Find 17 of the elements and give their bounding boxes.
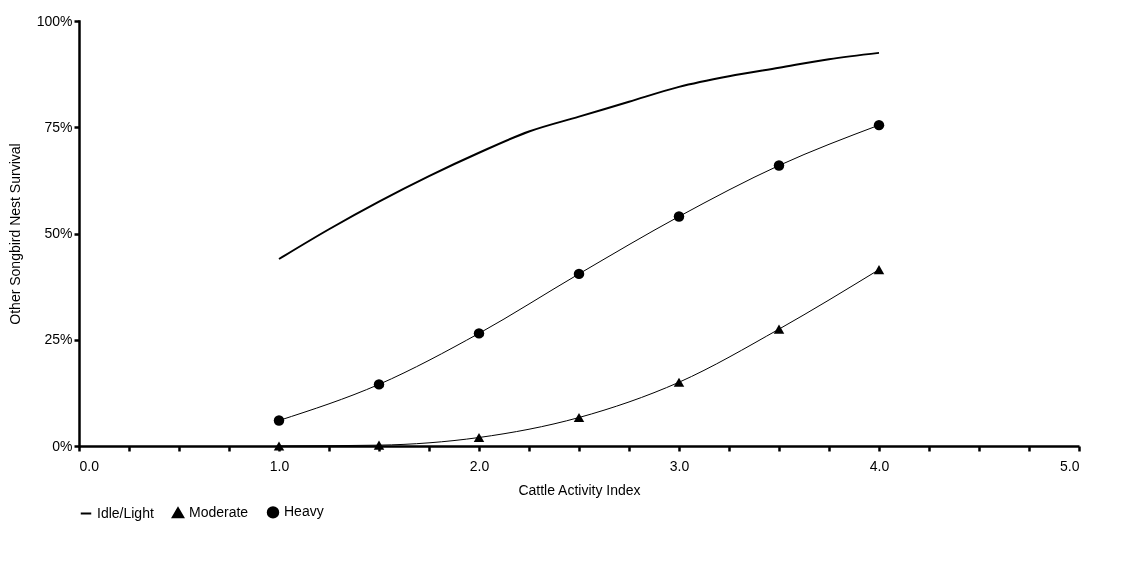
line-series (278, 51, 880, 260)
x-tick-label: 5.0 (1060, 457, 1080, 474)
legend-label: Heavy (284, 503, 324, 520)
legend-label: Moderate (189, 503, 249, 520)
y-tick-label: 0% (52, 437, 73, 454)
x-tick-label: 2.0 (469, 457, 490, 474)
x-tick-label: 1.0 (269, 457, 290, 474)
y-tick-label: 100% (36, 12, 73, 29)
x-tick-label: 0.0 (79, 457, 100, 474)
legend-label: Idle/Light (97, 504, 154, 521)
y-tick-label: 25% (44, 331, 73, 348)
y-tick-label: 50% (44, 225, 73, 241)
x-tick-label: 3.0 (669, 457, 690, 474)
x-axis-title: Cattle Activity Index (518, 481, 641, 498)
y-tick-label: 75% (44, 118, 73, 135)
x-tick-label: 4.0 (869, 457, 890, 474)
y-axis-title: Other Songbird Nest Survival (6, 143, 23, 325)
